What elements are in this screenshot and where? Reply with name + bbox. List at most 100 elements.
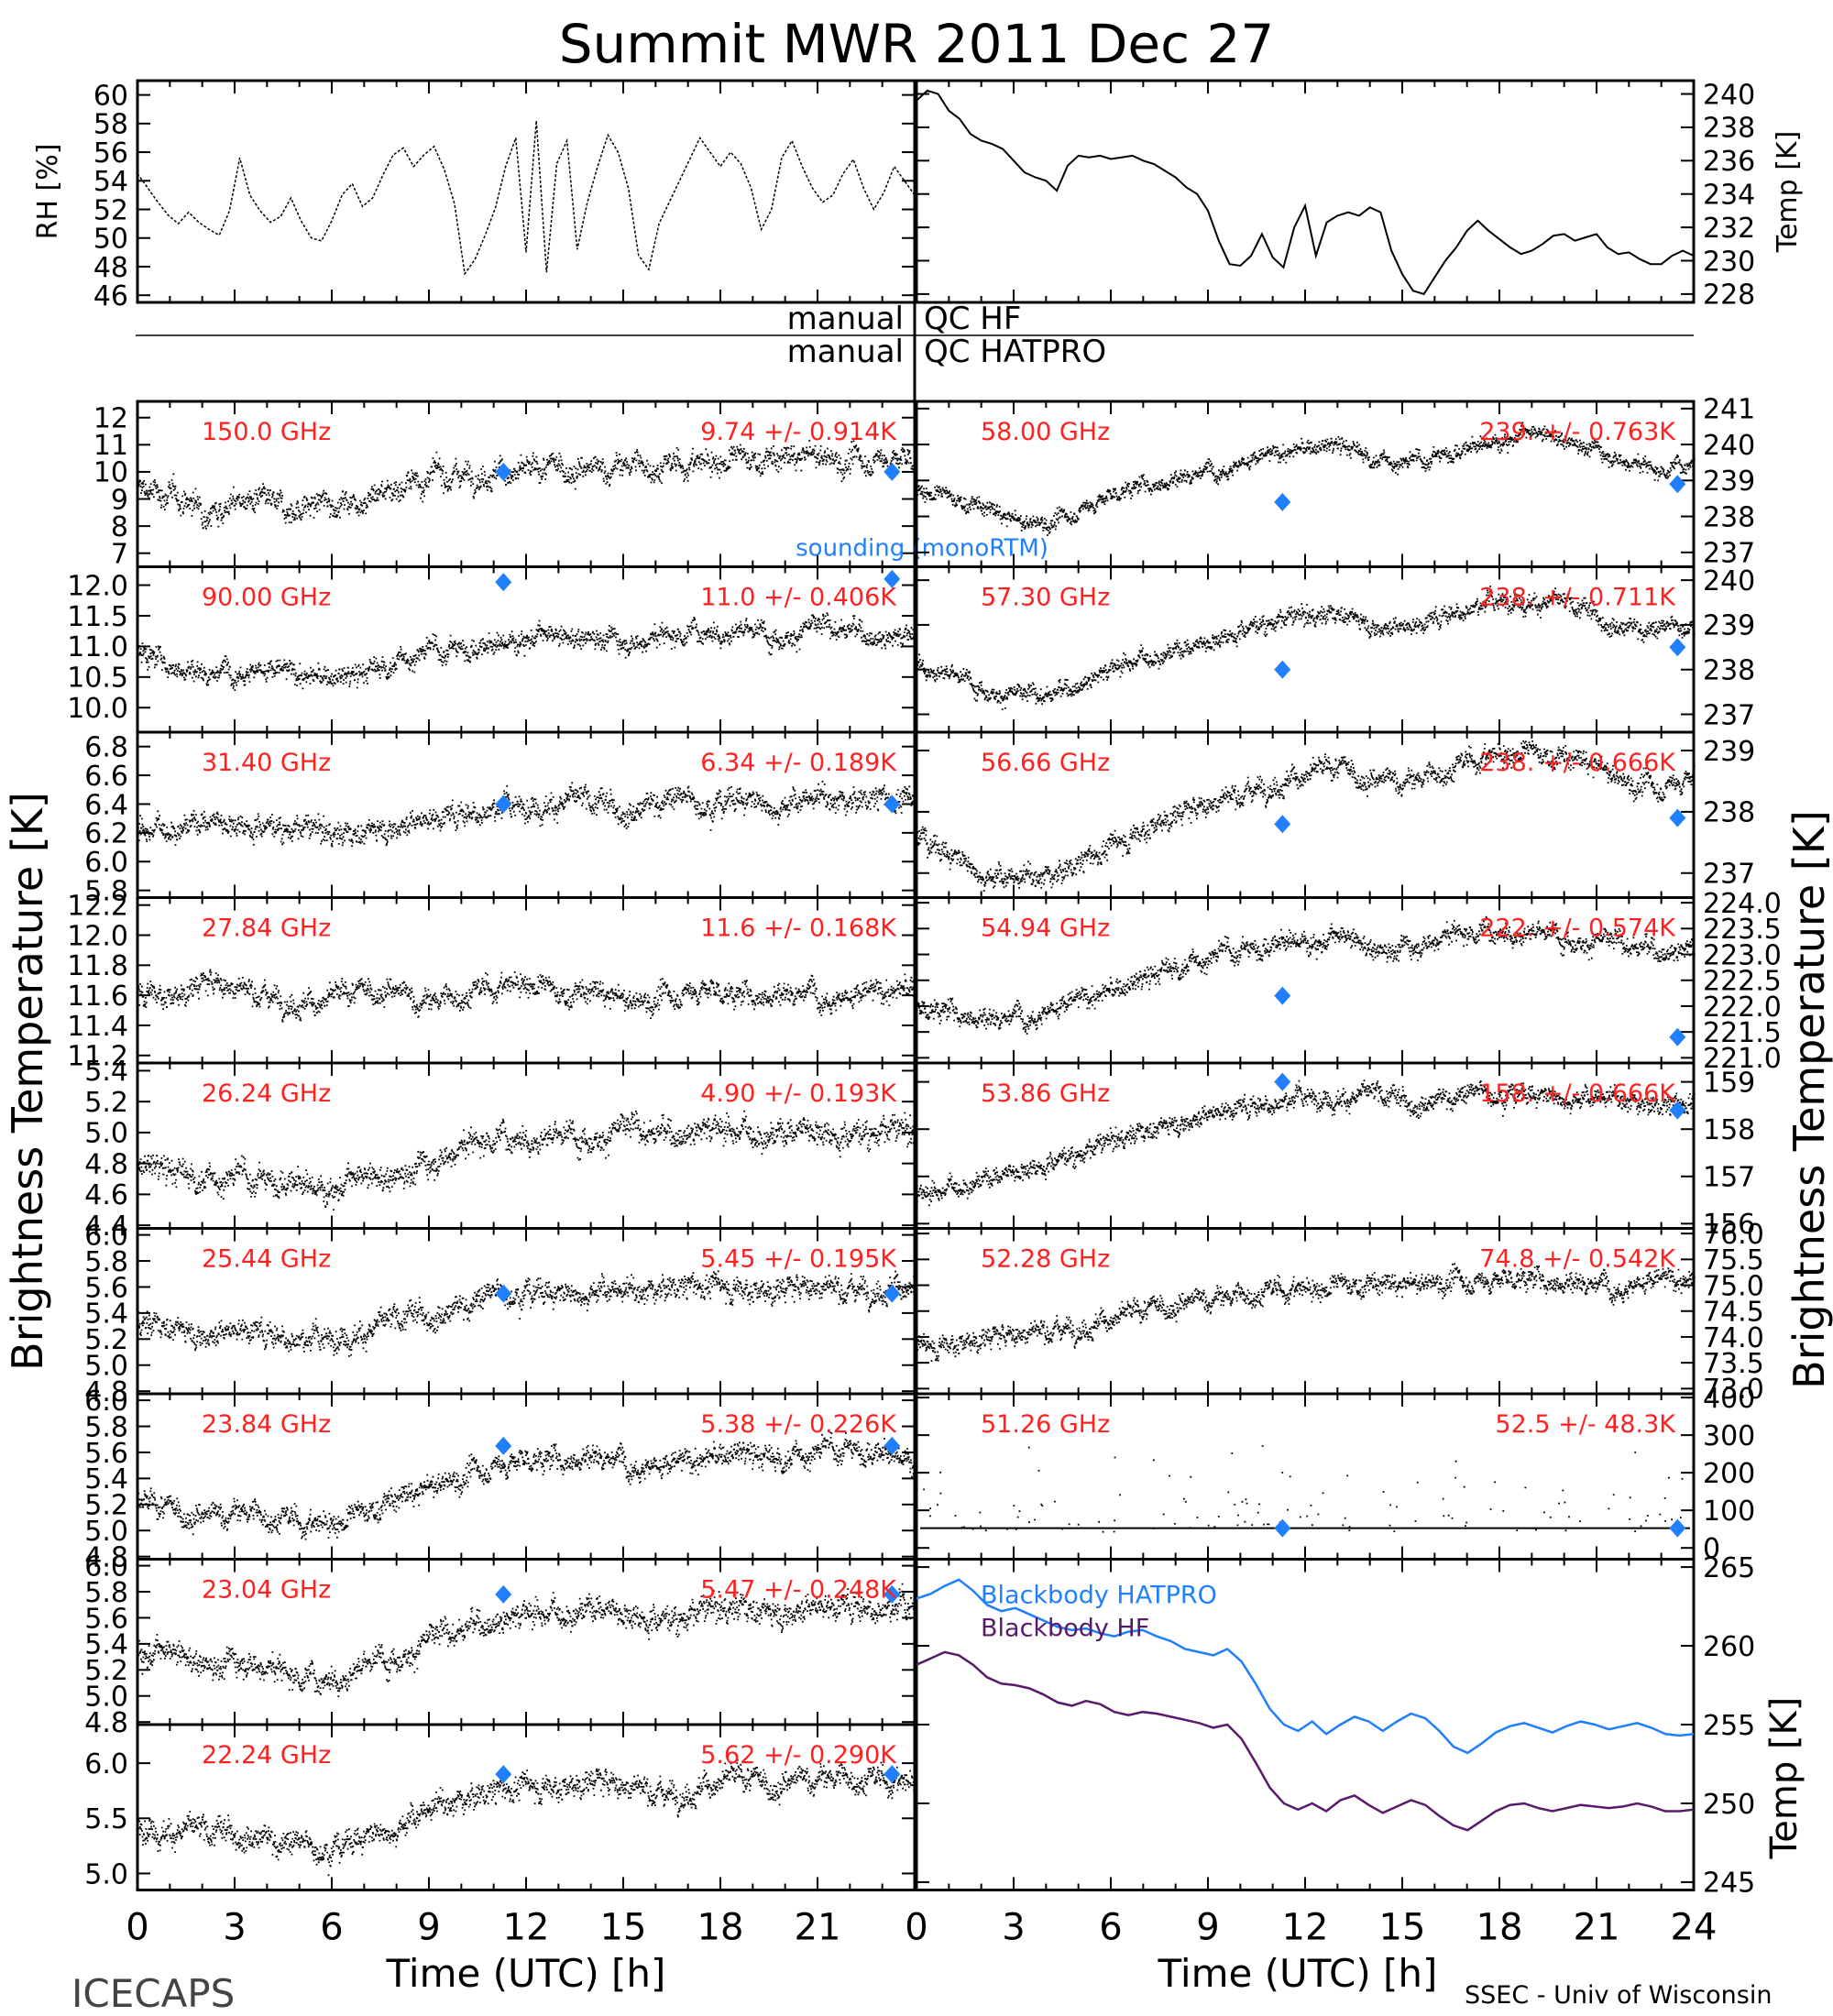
b3140-sounding-point	[884, 794, 901, 814]
b5666-ytick-label: 238	[1703, 797, 1755, 829]
b150-ytick-label: 11	[93, 430, 128, 462]
b5386-ytick-label: 156	[1703, 1209, 1755, 1241]
b5730-ytick-label: 240	[1703, 565, 1755, 597]
x-tick-label: 24	[1671, 1907, 1718, 1949]
x-axis-label-left: Time (UTC) [h]	[386, 1951, 666, 1996]
b5666-sounding-point	[1274, 815, 1291, 834]
b5126-sounding-point	[1274, 1518, 1291, 1538]
b5800-ytick-label: 239	[1703, 466, 1755, 498]
b5228-ytick-label: 76.0	[1703, 1219, 1764, 1251]
b2224-ytick-label: 5.5	[84, 1803, 128, 1835]
b2384-y-ticks: 4.85.05.25.45.65.86.0	[84, 1386, 915, 1573]
b2304-ytick-label: 6.0	[84, 1550, 128, 1583]
b2544-ytick-label: 5.4	[84, 1298, 128, 1331]
b2304-ytick-label: 5.6	[84, 1603, 128, 1635]
rh-ytick-label: 46	[93, 280, 128, 312]
b5228-ytick-label: 73.5	[1703, 1348, 1764, 1380]
b2304-sounding-point	[495, 1584, 512, 1604]
footer-left: ICECAPS	[71, 1971, 235, 2016]
b2304-channel-label: 23.04 GHz	[202, 1576, 331, 1605]
b2304-ytick-label: 5.2	[84, 1655, 128, 1687]
b5228-channel-label: 52.28 GHz	[981, 1245, 1110, 1274]
rh-ytick-label: 58	[93, 109, 128, 141]
x-tick-label: 12	[503, 1907, 550, 1949]
b90-ytick-label: 12.0	[67, 570, 128, 602]
blackbody-ytick-label: 265	[1703, 1552, 1755, 1584]
temp-ytick-label: 228	[1703, 279, 1755, 312]
b5126-stat-label: 52.5 +/- 48.3K	[1495, 1410, 1676, 1439]
temp-axis-label: Temp [K]	[1772, 131, 1804, 254]
rh-ytick-label: 50	[93, 224, 128, 256]
b2384-ytick-label: 5.6	[84, 1438, 128, 1470]
b5494-ytick-label: 224.0	[1703, 888, 1782, 920]
b5730-sounding-point	[1669, 638, 1686, 657]
b5386-stat-label: 158. +/- 0.666K	[1479, 1079, 1676, 1108]
b2784-x-ticks	[137, 897, 916, 1063]
temp-ytick-label: 230	[1703, 246, 1755, 278]
b5228-ytick-label: 75.0	[1703, 1270, 1764, 1302]
b2544-ytick-label: 6.0	[84, 1220, 128, 1252]
x-tick-label: 3	[1002, 1907, 1025, 1949]
x-tick-label: 18	[1476, 1907, 1523, 1949]
b90-ytick-label: 10.5	[67, 663, 128, 695]
b90-sounding-point	[495, 573, 512, 592]
b2544-ytick-label: 5.8	[84, 1246, 128, 1278]
b2784-ytick-label: 11.2	[67, 1041, 128, 1073]
blackbody-x-ticks	[916, 1559, 1695, 1890]
b5666-stat-label: 238. +/- 0.666K	[1479, 749, 1676, 777]
b5494-samples	[916, 915, 1696, 1035]
x-tick-label: 6	[320, 1907, 343, 1949]
rh-frame	[136, 79, 916, 304]
figure-title: Summit MWR 2011 Dec 27	[559, 13, 1275, 75]
x-tick-label: 0	[126, 1907, 148, 1949]
b5126-ytick-label: 300	[1703, 1420, 1755, 1452]
blackbody-ytick-label: 245	[1703, 1868, 1755, 1900]
b2304-sounding-point	[884, 1584, 901, 1604]
b3140-ytick-label: 6.4	[84, 789, 128, 821]
b5666-sounding-point	[1669, 808, 1686, 827]
b5494-ytick-label: 222.0	[1703, 992, 1782, 1024]
temp-ytick-label: 236	[1703, 146, 1755, 178]
b90-ytick-label: 11.5	[67, 601, 128, 633]
b2624-channel-label: 26.24 GHz	[202, 1079, 331, 1108]
b5730-channel-label: 57.30 GHz	[981, 584, 1110, 612]
b150-ytick-label: 8	[111, 511, 128, 543]
b2304-stat-label: 5.47 +/- 0.248K	[700, 1576, 897, 1605]
b2624-stat-label: 4.90 +/- 0.193K	[700, 1079, 897, 1108]
b2624-ytick-label: 5.2	[84, 1087, 128, 1119]
b5228-ytick-label: 74.5	[1703, 1297, 1764, 1329]
b5126-sounding-point	[1669, 1518, 1686, 1538]
rh-ytick-label: 56	[93, 137, 128, 170]
rh-trace	[137, 120, 916, 276]
b5730-ytick-label: 239	[1703, 610, 1755, 642]
b90-stat-label: 11.0 +/- 0.406K	[700, 584, 897, 612]
b90-ytick-label: 10.0	[67, 693, 128, 725]
b5386-channel-label: 53.86 GHz	[981, 1079, 1110, 1108]
b5730-stat-label: 238. +/- 0.711K	[1479, 584, 1676, 612]
b90-y-ticks: 10.010.511.011.512.0	[67, 570, 915, 725]
b2784-ytick-label: 12.0	[67, 920, 128, 952]
b2224-sounding-point	[495, 1765, 512, 1784]
rh-ytick-label: 54	[93, 166, 128, 198]
b5126-y-ticks: 0 100 200 300 400	[916, 1383, 1755, 1565]
b2624-ytick-label: 4.8	[84, 1148, 128, 1180]
b5228-ytick-label: 74.0	[1703, 1322, 1764, 1354]
b2304-ytick-label: 5.4	[84, 1629, 128, 1661]
x-tick-label: 15	[1379, 1907, 1426, 1949]
b90-sounding-point	[884, 569, 901, 588]
b2544-samples	[137, 1270, 916, 1357]
b3140-samples	[137, 780, 916, 848]
rh-x-ticks	[137, 81, 916, 302]
b5494-ytick-label: 223.0	[1703, 939, 1782, 971]
b2544-ytick-label: 4.8	[84, 1376, 128, 1408]
b3140-ytick-label: 5.8	[84, 875, 128, 907]
b2544-sounding-point	[884, 1284, 901, 1303]
b2304-ytick-label: 4.8	[84, 1707, 128, 1739]
b2784-samples	[137, 969, 916, 1023]
b2544-ytick-label: 5.6	[84, 1272, 128, 1304]
b5228-samples	[916, 1263, 1696, 1362]
b5666-y-ticks: 237 238 239	[916, 736, 1755, 891]
b2784-stat-label: 11.6 +/- 0.168K	[700, 915, 897, 943]
b2624-ytick-label: 4.4	[84, 1211, 128, 1243]
